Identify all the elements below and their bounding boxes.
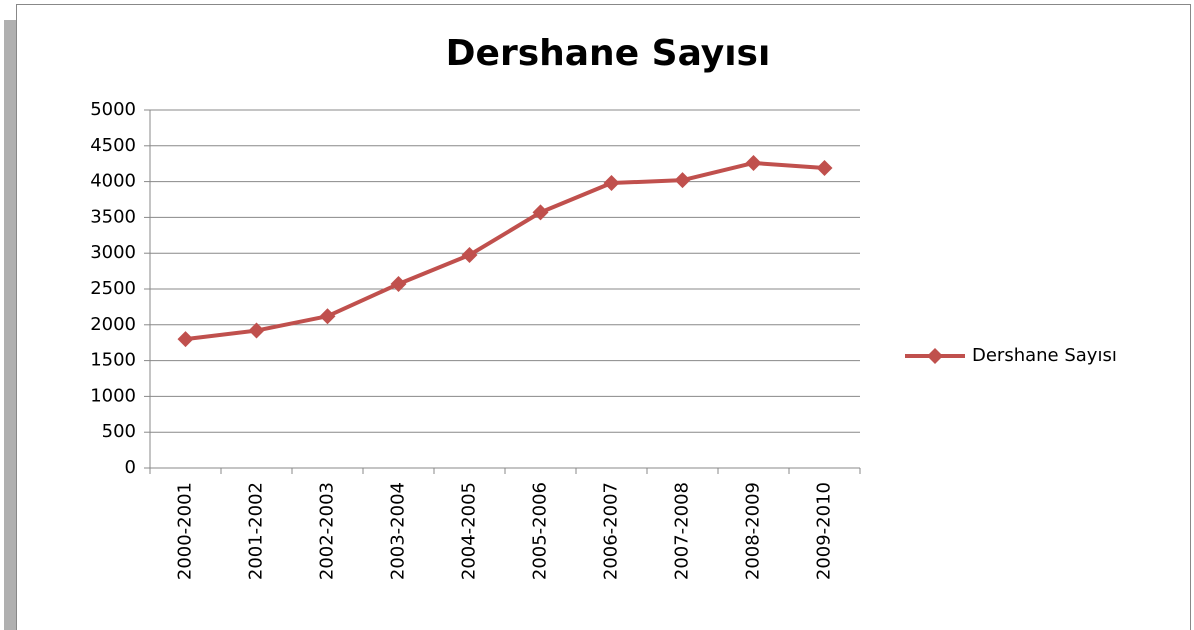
chart-title: Dershane Sayısı [446,33,771,74]
marker [745,154,762,171]
x-tick-label: 2009-2010 [814,482,835,580]
marker [603,175,620,192]
x-tick-label: 2006-2007 [601,482,622,580]
x-tick-label: 2008-2009 [743,482,764,580]
marker [674,172,691,189]
y-tick-label: 3000 [90,242,136,263]
marker [319,308,336,325]
marker [248,322,265,339]
y-tick-label: 5000 [90,99,136,120]
y-tick-label: 2500 [90,278,136,299]
y-tick-label: 1500 [90,350,136,371]
marker [816,159,833,176]
x-tick-label: 2003-2004 [388,482,409,580]
y-tick-label: 500 [102,421,136,442]
legend-marker [927,348,943,364]
marker [532,204,549,221]
y-tick-label: 2000 [90,314,136,335]
x-tick-label: 2005-2006 [530,482,551,580]
y-tick-label: 0 [125,457,136,478]
frame-shadow [4,20,16,630]
marker [177,331,194,348]
legend-label: Dershane Sayısı [972,345,1117,366]
y-tick-label: 4000 [90,171,136,192]
line [185,160,825,342]
x-tick-label: 2002-2003 [317,482,338,580]
x-tick-label: 2007-2008 [672,482,693,580]
y-tick-label: 4500 [90,135,136,156]
y-tick-label: 1000 [90,385,136,406]
x-tick-label: 2004-2005 [459,482,480,580]
y-tick-label: 3500 [90,206,136,227]
x-tick-label: 2001-2002 [246,482,267,580]
marker [390,275,407,292]
marker [461,246,478,263]
x-tick-label: 2000-2001 [175,482,196,580]
chart-frame [16,4,1191,630]
